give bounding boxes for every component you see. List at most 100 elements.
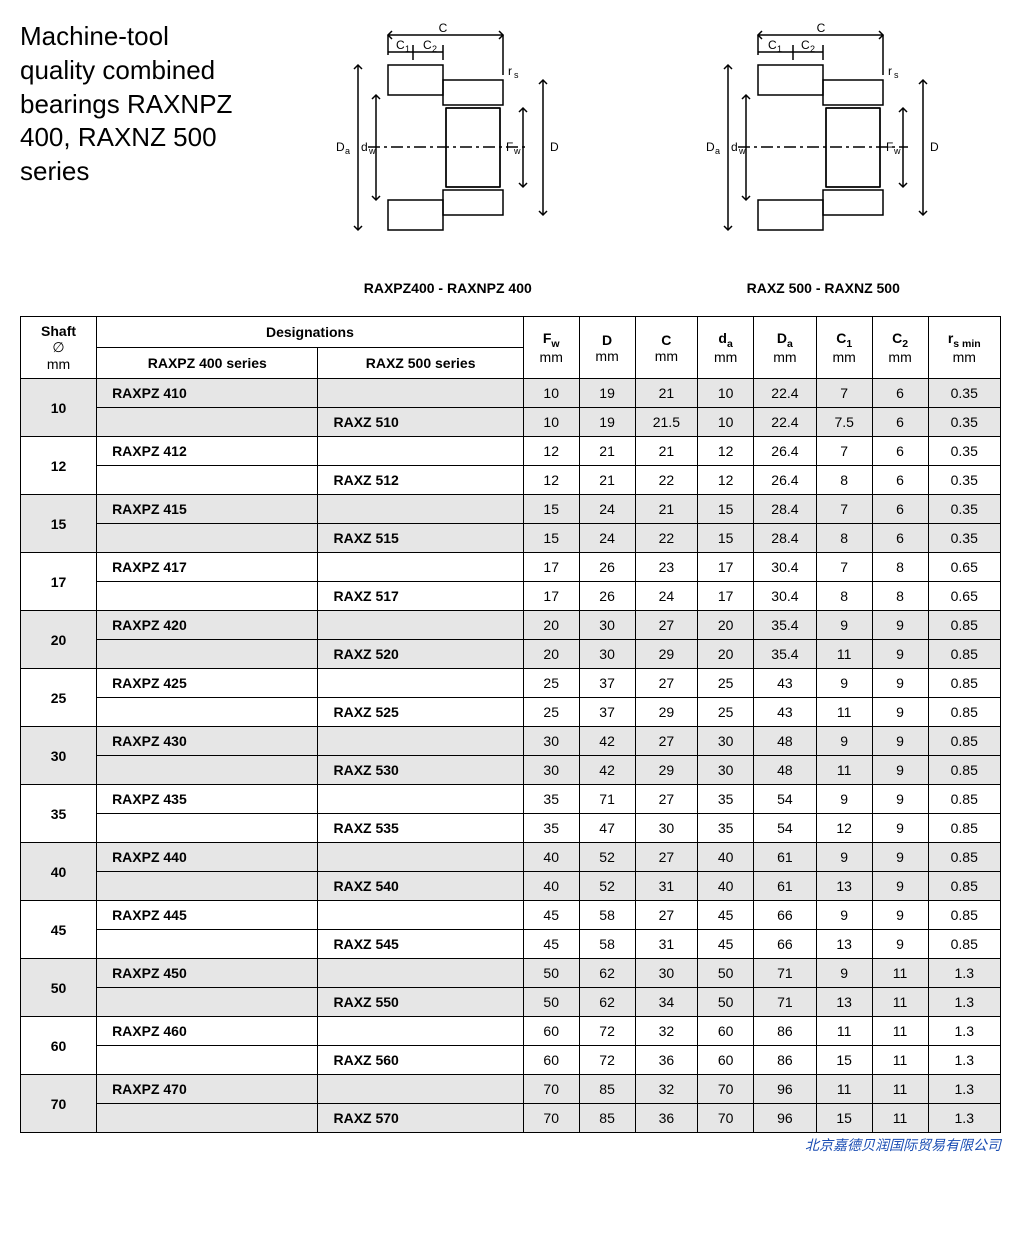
table-cell: 29: [635, 756, 698, 785]
table-cell: 0.35: [928, 437, 1000, 466]
table-cell: 21: [635, 495, 698, 524]
table-cell: [97, 1046, 318, 1075]
table-cell: 19: [579, 379, 635, 408]
table-cell: 35: [698, 785, 754, 814]
table-row: RAXZ 550506234507113111.3: [21, 988, 1001, 1017]
table-cell: 45: [523, 930, 579, 959]
table-cell: 62: [579, 988, 635, 1017]
table-cell: RAXPZ 425: [97, 669, 318, 698]
table-cell: 19: [579, 408, 635, 437]
svg-text:D: D: [550, 140, 559, 154]
table-row: 30RAXPZ 4303042273048990.85: [21, 727, 1001, 756]
table-cell: 27: [635, 727, 698, 756]
table-cell: RAXPZ 430: [97, 727, 318, 756]
table-cell: 66: [754, 901, 817, 930]
table-cell: 11: [872, 959, 928, 988]
table-cell: 20: [698, 611, 754, 640]
table-cell: RAXZ 560: [318, 1046, 523, 1075]
table-row: 10RAXPZ 4101019211022.4760.35: [21, 379, 1001, 408]
svg-text:D: D: [336, 140, 345, 154]
table-cell: 30: [523, 756, 579, 785]
table-row: 15RAXPZ 4151524211528.4760.35: [21, 495, 1001, 524]
table-cell: RAXZ 512: [318, 466, 523, 495]
table-cell: 85: [579, 1104, 635, 1133]
table-cell: [97, 756, 318, 785]
table-cell: 60: [698, 1017, 754, 1046]
table-row: 60RAXPZ 460607232608611111.3: [21, 1017, 1001, 1046]
table-cell: 15: [816, 1104, 872, 1133]
table-cell: 9: [872, 901, 928, 930]
shaft-cell: 17: [21, 553, 97, 611]
table-cell: 11: [816, 698, 872, 727]
table-cell: 86: [754, 1046, 817, 1075]
table-cell: 30: [523, 727, 579, 756]
table-cell: 42: [579, 756, 635, 785]
table-cell: RAXPZ 412: [97, 437, 318, 466]
table-cell: 58: [579, 901, 635, 930]
table-cell: 50: [698, 959, 754, 988]
table-cell: 47: [579, 814, 635, 843]
table-cell: RAXPZ 415: [97, 495, 318, 524]
shaft-cell: 45: [21, 901, 97, 959]
table-cell: 24: [635, 582, 698, 611]
table-cell: 15: [523, 495, 579, 524]
table-header: Shaft ∅ mm Designations Fwmm Dmm Cmm dam…: [21, 317, 1001, 379]
diagram-left-caption: RAXPZ400 - RAXNPZ 400: [270, 280, 626, 296]
table-cell: 9: [816, 785, 872, 814]
table-cell: 9: [872, 843, 928, 872]
table-cell: 9: [872, 756, 928, 785]
table-cell: 71: [754, 988, 817, 1017]
svg-text:C: C: [817, 21, 826, 35]
table-cell: RAXZ 570: [318, 1104, 523, 1133]
svg-text:w: w: [513, 146, 521, 156]
shaft-cell: 20: [21, 611, 97, 669]
col-d: Dmm: [579, 317, 635, 379]
table-row: RAXZ 54040523140611390.85: [21, 872, 1001, 901]
table-cell: RAXPZ 440: [97, 843, 318, 872]
table-cell: RAXPZ 460: [97, 1017, 318, 1046]
table-cell: 70: [523, 1075, 579, 1104]
table-cell: RAXPZ 470: [97, 1075, 318, 1104]
table-cell: 7: [816, 495, 872, 524]
table-cell: 32: [635, 1075, 698, 1104]
table-cell: 22: [635, 524, 698, 553]
table-cell: 0.35: [928, 408, 1000, 437]
table-cell: 0.85: [928, 930, 1000, 959]
table-cell: 9: [816, 727, 872, 756]
table-cell: 42: [579, 727, 635, 756]
table-cell: 30.4: [754, 553, 817, 582]
table-row: 20RAXPZ 4202030272035.4990.85: [21, 611, 1001, 640]
table-cell: 17: [698, 582, 754, 611]
table-cell: 1.3: [928, 1017, 1000, 1046]
table-cell: 32: [635, 1017, 698, 1046]
table-cell: 11: [872, 1104, 928, 1133]
table-cell: 28.4: [754, 524, 817, 553]
table-row: 45RAXPZ 4454558274566990.85: [21, 901, 1001, 930]
svg-text:C: C: [768, 38, 777, 52]
table-cell: 11: [816, 640, 872, 669]
table-cell: 96: [754, 1075, 817, 1104]
table-cell: [97, 698, 318, 727]
table-cell: 9: [872, 698, 928, 727]
top-section: Machine-tool quality combined bearings R…: [20, 20, 1001, 296]
table-cell: 26.4: [754, 466, 817, 495]
table-cell: 12: [816, 814, 872, 843]
table-cell: 1.3: [928, 1104, 1000, 1133]
table-cell: [97, 814, 318, 843]
table-cell: 27: [635, 669, 698, 698]
table-cell: 45: [698, 901, 754, 930]
table-cell: 31: [635, 872, 698, 901]
table-cell: 30: [579, 611, 635, 640]
svg-text:r: r: [888, 64, 892, 78]
table-cell: 70: [698, 1075, 754, 1104]
table-cell: 0.85: [928, 901, 1000, 930]
table-cell: 72: [579, 1046, 635, 1075]
table-cell: [318, 553, 523, 582]
table-cell: 0.85: [928, 669, 1000, 698]
svg-text:d: d: [731, 140, 738, 154]
table-cell: 17: [523, 553, 579, 582]
table-cell: 48: [754, 756, 817, 785]
table-cell: [318, 959, 523, 988]
table-row: 70RAXPZ 470708532709611111.3: [21, 1075, 1001, 1104]
table-cell: 0.85: [928, 727, 1000, 756]
